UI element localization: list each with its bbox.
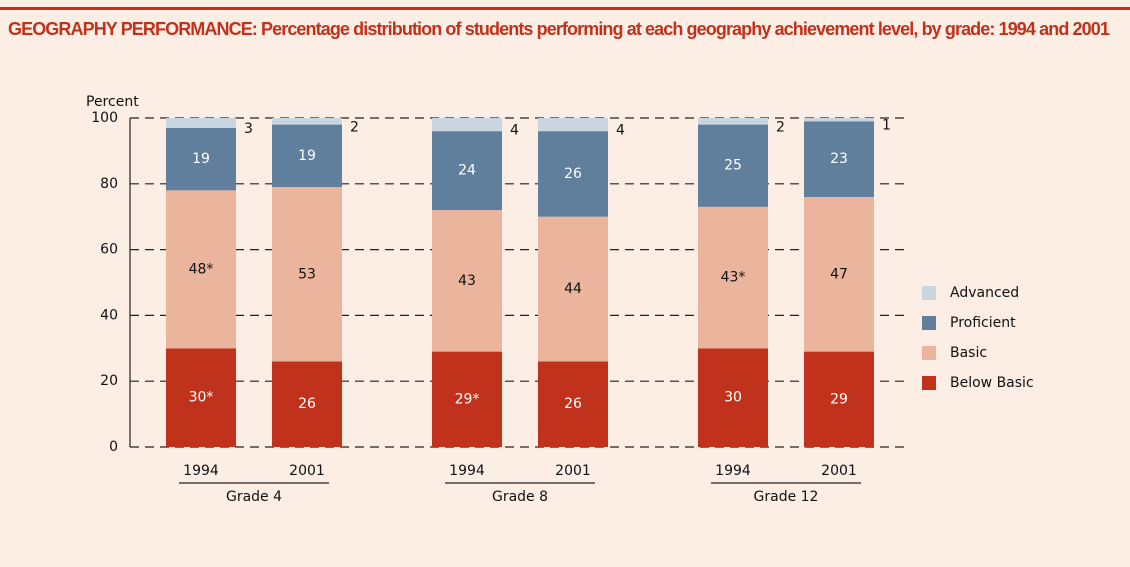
x-tick-label: 2001	[289, 463, 325, 479]
x-tick-label: 1994	[449, 463, 485, 479]
x-tick-label: 1994	[715, 463, 751, 479]
y-axis-label: Percent	[86, 94, 139, 110]
data-label: 47	[830, 266, 848, 282]
data-label: 26	[564, 166, 582, 182]
bar-segment	[804, 118, 874, 122]
bar-segment	[698, 348, 768, 447]
legend-swatch	[922, 286, 936, 300]
y-tick-label: 0	[109, 439, 118, 455]
bar-segment	[272, 187, 342, 362]
data-label: 4	[616, 123, 625, 139]
bar-segment	[166, 348, 236, 447]
data-label: 29	[830, 391, 848, 407]
data-label: 30*	[189, 390, 214, 406]
data-label: 1	[882, 118, 891, 134]
data-label: 25	[724, 158, 742, 174]
data-label: 26	[298, 396, 316, 412]
data-label: 4	[510, 123, 519, 139]
legend-label: Basic	[950, 345, 987, 361]
bar-segment	[272, 118, 342, 125]
bar-segment	[698, 124, 768, 207]
data-label: 24	[458, 163, 476, 179]
bar-segment	[804, 351, 874, 447]
bar-segment	[804, 121, 874, 197]
x-tick-label: 2001	[821, 463, 857, 479]
x-tick-label: 2001	[555, 463, 591, 479]
bar-segment	[538, 216, 608, 362]
bar-segment	[698, 206, 768, 349]
y-tick-label: 60	[100, 242, 118, 258]
bar-segment	[166, 118, 236, 128]
y-tick-label: 100	[91, 110, 118, 126]
bar-segment	[272, 124, 342, 188]
data-label: 29*	[455, 391, 480, 407]
bar-segment	[432, 210, 502, 352]
bar-segment	[166, 190, 236, 349]
chart-title: GEOGRAPHY PERFORMANCE: Percentage distri…	[8, 19, 1110, 39]
y-tick-label: 80	[100, 176, 118, 192]
data-label: 2	[350, 119, 359, 135]
bar-segment	[432, 118, 502, 132]
bar-segment	[538, 118, 608, 132]
data-label: 19	[298, 148, 316, 164]
legend-label: Below Basic	[950, 375, 1034, 391]
y-tick-label: 40	[100, 307, 118, 323]
data-label: 2	[776, 119, 785, 135]
legend-swatch	[922, 346, 936, 360]
data-label: 23	[830, 151, 848, 167]
group-label: Grade 4	[226, 489, 282, 505]
group-label: Grade 8	[492, 489, 548, 505]
legend-swatch	[922, 316, 936, 330]
data-label: 44	[564, 281, 582, 297]
legend-label: Proficient	[950, 315, 1016, 331]
data-label: 19	[192, 151, 210, 167]
bar-segment	[538, 131, 608, 217]
data-label: 48*	[189, 261, 214, 277]
top-rule	[0, 7, 1130, 10]
data-label: 3	[244, 121, 253, 137]
data-label: 43	[458, 273, 476, 289]
legend-label: Advanced	[950, 285, 1019, 301]
group-label: Grade 12	[754, 489, 819, 505]
data-label: 43*	[721, 270, 746, 286]
bar-segment	[432, 351, 502, 447]
data-label: 26	[564, 396, 582, 412]
legend-swatch	[922, 376, 936, 390]
data-label: 53	[298, 266, 316, 282]
bar-segment	[538, 361, 608, 447]
x-tick-label: 1994	[183, 463, 219, 479]
bar-segment	[698, 118, 768, 125]
bar-segment	[272, 361, 342, 447]
bar-segment	[804, 196, 874, 352]
bar-segment	[166, 127, 236, 191]
bar-segment	[432, 131, 502, 211]
y-tick-label: 20	[100, 373, 118, 389]
data-label: 30	[724, 390, 742, 406]
